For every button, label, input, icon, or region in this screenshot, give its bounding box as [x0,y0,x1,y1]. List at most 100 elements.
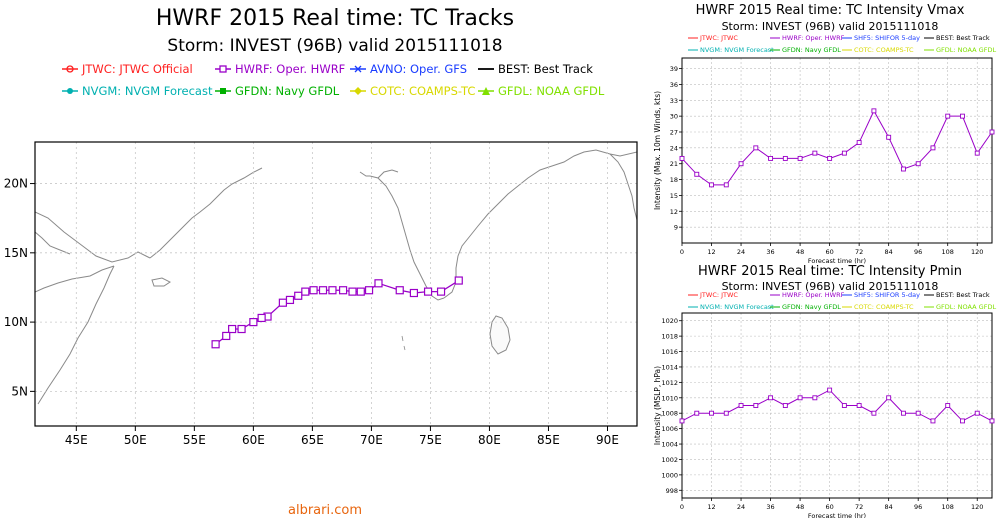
vmax-chart: 9 12 15 18 21 24 27 30 33 36 39 0 12 24 36 48 60 72 84 96 10… [653,57,995,265]
legend-line-icon [924,294,934,296]
legend-label: SHF5: SHIFOR 5-day [854,34,920,42]
y-tick-label: 1006 [661,425,678,433]
series-point [709,410,714,416]
legend-label: COTC: COAMPS-TC [854,303,914,311]
y-tick-label: 1018 [661,333,678,341]
legend-line-icon [688,306,698,308]
legend-label: JTWC: JTWC [700,34,738,42]
y-tick-label: 1002 [661,456,678,464]
footer-watermark: albrari.com [288,503,362,518]
y-tick-label: 1016 [661,348,678,356]
track-point [294,291,303,300]
series-point [989,418,995,424]
legend-line-icon [688,49,698,51]
track-point [278,298,287,307]
legend-marker-icon [215,88,231,94]
track-point [436,287,446,296]
series-point [945,113,951,119]
legend-label: GFDN: Navy GFDL [782,46,841,54]
y-axis-label: Intensity (MSLP, hPa) [653,366,662,445]
legend-label: BEST: Best Track [936,34,990,42]
legend-item: JTWC: JTWC [688,291,738,299]
x-tick-label: 12 [707,248,715,256]
plot-frame [681,312,993,499]
series-point [753,403,759,408]
legend-item-nvgm: NVGM: NVGM Forecast [62,84,212,98]
x-tick-label: 0 [680,248,684,256]
track-point [285,295,295,305]
y-tick-label: 1012 [661,379,678,387]
track-point [409,288,419,298]
vmax-subtitle: Storm: INVEST (96B) valid 2015111018 [721,20,939,33]
legend-label: JTWC: JTWC Official [82,62,193,76]
y-tick-label: 30 [670,113,678,121]
track-point [423,287,433,296]
series-point [856,403,862,408]
x-tick-label: 120 [971,248,983,256]
series-point [915,410,921,416]
series-point [782,155,788,161]
x-tick-label: 12 [707,503,715,511]
series-point [768,155,774,161]
legend-label: AVNO: Oper. GFS [370,62,468,76]
legend-item: SHF5: SHIFOR 5-day [842,34,920,42]
series-point [989,129,995,135]
gridlines [681,58,992,243]
legend-item: BEST: Best Track [924,291,990,299]
series-point [960,418,965,424]
lon-tick-label: 90E [596,433,619,447]
y-tick-label: 1004 [661,441,678,449]
series-point [679,418,685,424]
legend-item: GFDN: Navy GFDL [770,46,841,54]
track-point [364,286,374,295]
x-axis-label: Forecast time (hr) [808,257,866,265]
series-point [856,140,862,146]
legend-label: HWRF: Oper. HWRF [782,34,845,42]
series-point [709,182,714,188]
series-point [797,155,803,161]
y-tick-label: 9 [674,224,678,232]
legend-item-hwrf: HWRF: Oper. HWRF [215,62,345,76]
legend-line-icon [688,294,698,296]
y-tick-label: 1020 [661,317,678,325]
y-tick-label: 27 [670,129,678,137]
legend-line-icon [770,306,780,308]
series-point [723,182,729,188]
y-tick-label: 33 [670,97,678,105]
series-point [915,161,921,167]
legend-label: JTWC: JTWC [700,291,738,299]
legend-line-icon [842,37,852,39]
x-tick-label: 72 [855,248,863,256]
series-point [871,410,877,416]
lon-tick-label: 75E [419,433,442,447]
series-point [753,145,759,151]
legend-label: SHF5: SHIFOR 5-day [854,291,920,299]
series-point [812,150,818,156]
series-point [738,403,744,408]
series-point [738,161,744,167]
legend-label: NVGM: NVGM Forecast [700,46,774,54]
map-subtitle: Storm: INVEST (96B) valid 2015111018 [167,36,503,56]
lon-tick-label: 80E [478,433,501,447]
track-point [328,286,337,295]
legend-item-cotc: COTC: COAMPS-TC [350,84,475,98]
legend-marker-icon [350,87,366,95]
x-tick-label: 36 [766,503,774,511]
y-axis-label: Intensity (Max. 10m Winds, kts) [653,91,662,210]
legend-item: HWRF: Oper. HWRF [770,291,844,299]
x-tick-label: 108 [942,248,954,256]
vmax-title: HWRF 2015 Real time: TC Intensity Vmax [695,3,965,18]
track-point [374,279,383,288]
series-point [841,403,847,408]
legend-label: BEST: Best Track [936,291,990,299]
map-grid [35,142,637,426]
lat-tick-label: 5N [11,384,28,398]
series-point [900,410,906,416]
legend-item: COTC: COAMPS-TC [842,46,914,54]
track-point [356,287,365,296]
x-tick-label: 60 [825,503,833,511]
track-point [301,287,310,296]
track-point [338,286,348,295]
legend-item-gfdn: GFDN: Navy GFDL [215,84,339,98]
coastlines [35,149,637,405]
